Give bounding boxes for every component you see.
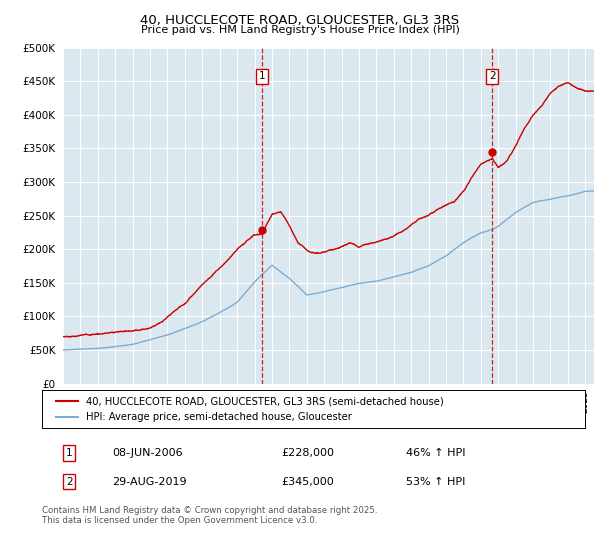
Text: 2: 2 [66,477,73,487]
Text: £345,000: £345,000 [281,477,334,487]
Text: Contains HM Land Registry data © Crown copyright and database right 2025.
This d: Contains HM Land Registry data © Crown c… [42,506,377,525]
Text: 53% ↑ HPI: 53% ↑ HPI [406,477,465,487]
Text: 1: 1 [259,71,265,81]
Text: Price paid vs. HM Land Registry's House Price Index (HPI): Price paid vs. HM Land Registry's House … [140,25,460,35]
Text: 29-AUG-2019: 29-AUG-2019 [113,477,187,487]
Text: 1: 1 [66,448,73,458]
Text: 46% ↑ HPI: 46% ↑ HPI [406,448,466,458]
Text: 2: 2 [489,71,496,81]
Text: 40, HUCCLECOTE ROAD, GLOUCESTER, GL3 3RS: 40, HUCCLECOTE ROAD, GLOUCESTER, GL3 3RS [140,14,460,27]
Text: £228,000: £228,000 [281,448,334,458]
Text: 08-JUN-2006: 08-JUN-2006 [113,448,183,458]
Legend: 40, HUCCLECOTE ROAD, GLOUCESTER, GL3 3RS (semi-detached house), HPI: Average pri: 40, HUCCLECOTE ROAD, GLOUCESTER, GL3 3RS… [52,393,448,426]
